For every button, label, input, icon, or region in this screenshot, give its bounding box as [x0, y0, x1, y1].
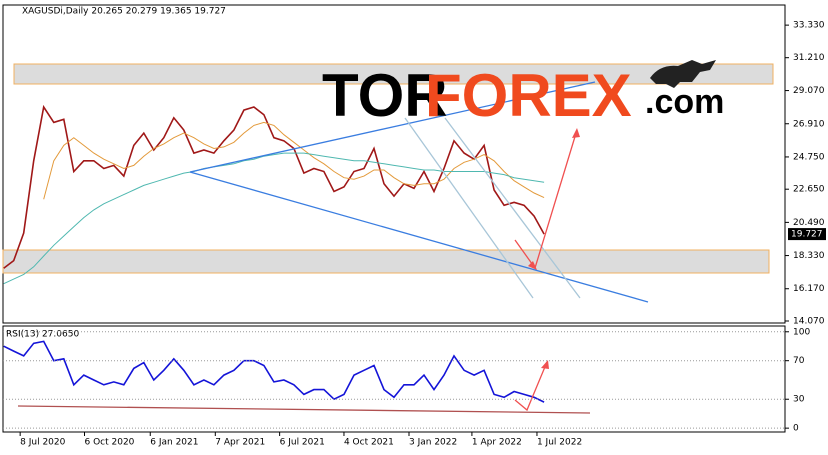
y-tick-label: 14.070: [793, 317, 825, 327]
x-tick-label: 6 Oct 2020: [84, 438, 134, 448]
channel-line: [444, 117, 581, 299]
y-tick-label: 26.910: [793, 119, 825, 129]
x-tick-label: 1 Jul 2022: [537, 438, 582, 448]
arrow-head: [572, 128, 580, 138]
y-tick-label: 16.170: [793, 284, 825, 294]
logo-forex: FOREX: [425, 62, 632, 129]
x-tick-label: 4 Oct 2021: [344, 438, 394, 448]
forecast-arrow: [514, 129, 578, 270]
channel-line: [404, 117, 534, 299]
x-tick-label: 6 Jul 2021: [280, 438, 325, 448]
x-tick-label: 1 Apr 2022: [472, 438, 522, 448]
y-tick-label: 100: [793, 327, 810, 337]
logo-com: .com: [645, 83, 724, 121]
y-tick-label: 20.490: [793, 218, 825, 228]
rsi-title: RSI(13) 27.0650: [6, 330, 79, 340]
last-price-label: 19.727: [791, 230, 823, 240]
x-tick-label: 7 Apr 2021: [215, 438, 265, 448]
rsi-panel: [2, 325, 786, 433]
plot-area: [3, 104, 545, 403]
arrow-head: [528, 261, 537, 270]
y-tick-label: 18.330: [793, 251, 825, 261]
series-line: [3, 152, 545, 285]
y-tick-label: 30: [793, 395, 805, 405]
y-tick-label: 31.210: [793, 53, 825, 63]
series-line: [43, 121, 545, 200]
rsi-arrow: [514, 361, 548, 412]
price-panel: [2, 4, 786, 324]
y-tick-label: 22.650: [793, 185, 825, 195]
y-tick-label: 29.070: [793, 86, 825, 96]
trend-line: [189, 171, 649, 303]
trend-line: [189, 81, 596, 173]
last-price-box: [788, 228, 826, 241]
rsi-trend-line: [17, 405, 591, 414]
arrow-head: [541, 360, 549, 369]
support-zone: [2, 249, 770, 274]
logo-bull: [650, 60, 716, 88]
x-tick-label: 6 Jan 2021: [150, 438, 198, 448]
y-tick-label: 33.330: [793, 21, 825, 31]
resistance-zone: [13, 63, 774, 85]
series-line: [3, 104, 545, 269]
series-line: [3, 340, 545, 403]
y-tick-label: 24.750: [793, 152, 825, 162]
logo-tor: TOR: [322, 62, 448, 129]
annotations: [17, 81, 649, 414]
y-tick-label: 70: [793, 356, 805, 366]
x-tick-label: 3 Jan 2022: [409, 438, 457, 448]
price-title: XAGUSDi,Daily 20.265 20.279 19.365 19.72…: [22, 7, 226, 17]
x-tick-label: 8 Jul 2020: [20, 438, 65, 448]
y-tick-label: 0: [793, 424, 799, 434]
